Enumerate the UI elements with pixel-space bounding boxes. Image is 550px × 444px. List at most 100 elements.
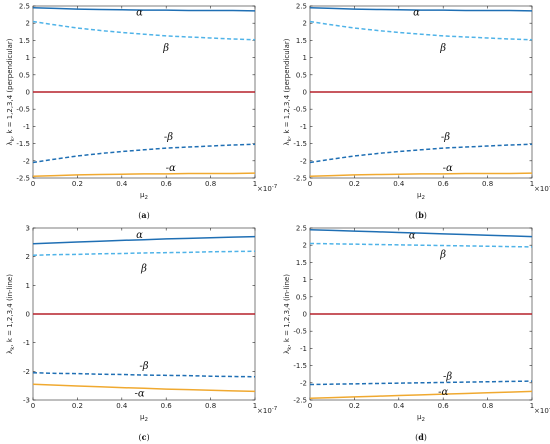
series-line-3	[32, 372, 256, 378]
y-tick-label: 0	[303, 311, 307, 319]
series-line-4	[32, 383, 256, 393]
y-tick-label: 2	[26, 20, 30, 28]
x-tick-label: 0.2	[349, 402, 360, 410]
y-tick-label: -1.5	[293, 362, 307, 370]
y-tick-label: -1	[300, 345, 307, 353]
curve-label: -α	[166, 163, 176, 174]
curve-label: -α	[134, 388, 144, 399]
y-tick-label: 2	[303, 242, 307, 250]
y-tick-label: 2.5	[296, 225, 307, 233]
y-tick-label: -0.5	[293, 328, 307, 336]
y-tick-label: 0	[26, 311, 30, 319]
x-tick-label: 0	[308, 402, 312, 410]
x-tick-label: 0	[31, 180, 35, 188]
x-tick-label: 0.2	[72, 402, 83, 410]
panel-caption: (a)	[138, 210, 149, 220]
x-exponent-label: ×10-7	[257, 406, 278, 415]
curve-label: -β	[139, 361, 148, 372]
y-tick-label: 1	[303, 276, 307, 284]
y-tick-label: -2.5	[293, 175, 307, 183]
y-tick-label: -1	[23, 339, 30, 347]
y-tick-label: -0.5	[16, 106, 30, 114]
y-tick-label: 2	[26, 253, 30, 261]
panel-caption: (b)	[415, 210, 427, 220]
series-line-1	[309, 242, 533, 248]
series-line-1	[309, 20, 533, 41]
series-line-4	[32, 172, 256, 178]
x-tick-label: 0	[31, 402, 35, 410]
series-line-4	[309, 390, 533, 400]
x-tick-label: 0.8	[482, 180, 493, 188]
y-tick-label: 1.5	[296, 37, 307, 45]
y-tick-label: -2	[300, 157, 307, 165]
x-tick-label: 0.4	[393, 402, 405, 410]
y-tick-label: 2.5	[296, 3, 307, 11]
x-tick-label: 0.4	[393, 180, 405, 188]
x-tick-label: 0.8	[205, 402, 216, 410]
y-tick-label: -1	[23, 123, 30, 131]
panel-caption: (c)	[138, 432, 149, 442]
y-tick-label: -2	[23, 368, 30, 376]
chart-panel-a: -2.5 -2 -1.5 -1 -0.5 0 0.5 1 1.5 2 2.5 0 0.2 0.4 0.6 0.…	[6, 3, 278, 221]
y-tick-label: -2	[23, 157, 30, 165]
x-tick-label: 1	[530, 402, 534, 410]
curve-label: β	[439, 43, 446, 54]
series-line-0	[309, 228, 533, 238]
curve-label: -β	[443, 371, 452, 382]
x-tick-label: 0.6	[438, 402, 450, 410]
curve-label: -α	[438, 387, 448, 398]
curve-label: α	[136, 230, 143, 241]
x-tick-label: 1	[530, 180, 534, 188]
x-tick-label: 1	[253, 180, 257, 188]
y-tick-label: 1	[26, 54, 30, 62]
y-tick-label: 3	[26, 225, 30, 233]
x-axis-label: μ2	[140, 413, 148, 423]
y-tick-label: 1	[26, 282, 30, 290]
chart-panel-b: -2.5 -2 -1.5 -1 -0.5 0 0.5 1 1.5 2 2.5 0 0.2 0.4 0.6 0.…	[283, 3, 550, 221]
x-tick-label: 0.4	[116, 402, 128, 410]
x-tick-label: 0.2	[349, 180, 360, 188]
y-axis-label: λk, k = 1,2,3,4 (perpendicular)	[6, 38, 16, 145]
curve-label: β	[162, 43, 169, 54]
chart-panel-d: -2.5 -2 -1.5 -1 -0.5 0 0.5 1 1.5 2 2.5 0 0.2 0.4 0.6 0.…	[283, 225, 550, 443]
x-axis-label: μ2	[140, 191, 148, 201]
x-tick-label: 0	[308, 180, 312, 188]
series-line-0	[32, 235, 256, 245]
y-tick-label: -2.5	[16, 175, 30, 183]
x-tick-label: 0.8	[482, 402, 493, 410]
y-axis-label: λk, k = 1,2,3,4 (in-line)	[6, 274, 16, 354]
series-line-3	[32, 143, 256, 164]
series-line-0	[32, 6, 256, 12]
y-tick-label: 2	[303, 20, 307, 28]
curve-label: β	[140, 264, 147, 275]
series-line-3	[309, 143, 533, 164]
x-exponent-label: ×10-7	[257, 184, 278, 193]
y-tick-label: -1.5	[293, 140, 307, 148]
series-line-1	[32, 20, 256, 41]
curve-label: α	[409, 230, 416, 241]
x-tick-label: 0.4	[116, 180, 128, 188]
x-tick-label: 0.8	[205, 180, 216, 188]
y-axis-label: λk, k = 1,2,3,4 (perpendicular)	[283, 38, 293, 145]
y-tick-label: -2.5	[293, 397, 307, 405]
series-line-4	[309, 172, 533, 178]
x-tick-label: 0.6	[161, 402, 173, 410]
series-line-0	[309, 6, 533, 12]
y-tick-label: 0.5	[296, 293, 307, 301]
y-tick-label: 0	[26, 89, 30, 97]
y-tick-label: 2.5	[19, 3, 30, 11]
curve-label: α	[136, 8, 143, 19]
curve-label: α	[413, 8, 420, 19]
curve-label: -β	[164, 132, 173, 143]
y-tick-label: -1.5	[16, 140, 30, 148]
y-tick-label: -0.5	[293, 106, 307, 114]
y-tick-label: -3	[23, 397, 30, 405]
y-tick-label: 1.5	[296, 259, 307, 267]
series-line-3	[309, 380, 533, 386]
y-tick-label: 1.5	[19, 37, 30, 45]
x-tick-label: 0.2	[72, 180, 83, 188]
x-exponent-label: ×10-7	[534, 184, 550, 193]
x-tick-label: 1	[253, 402, 257, 410]
y-tick-label: 0.5	[19, 71, 30, 79]
